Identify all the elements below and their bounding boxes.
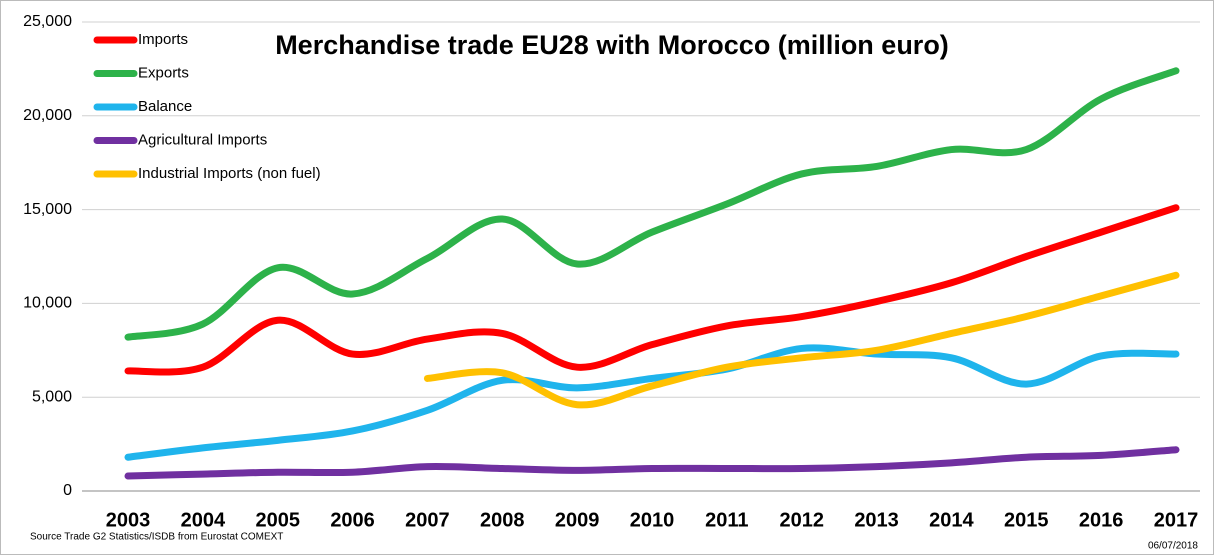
x-tick-label: 2009: [555, 509, 600, 531]
y-tick-label: 20,000: [23, 107, 72, 124]
x-tick-label: 2011: [705, 509, 748, 531]
x-tick-label: 2012: [779, 509, 824, 531]
x-tick-label: 2015: [1004, 509, 1049, 531]
legend-label: Balance: [138, 98, 192, 115]
x-tick-label: 2010: [630, 509, 675, 531]
x-tick-label: 2006: [330, 509, 375, 531]
x-tick-label: 2017: [1154, 509, 1199, 531]
date-note: 06/07/2018: [1148, 541, 1198, 552]
y-tick-label: 10,000: [23, 295, 72, 312]
x-tick-label: 2008: [480, 509, 525, 531]
legend-label: Agricultural Imports: [138, 131, 267, 148]
y-tick-label: 0: [63, 482, 72, 499]
x-tick-label: 2014: [929, 509, 974, 531]
series-line: [124, 344, 1180, 461]
y-tick-label: 15,000: [23, 201, 72, 218]
series-line: [124, 204, 1180, 376]
series-line: [124, 67, 1180, 341]
legend-label: Industrial Imports (non fuel): [138, 165, 321, 182]
x-tick-label: 2007: [405, 509, 450, 531]
y-tick-label: 5,000: [32, 388, 72, 405]
x-tick-label: 2016: [1079, 509, 1124, 531]
series-line: [124, 446, 1180, 480]
x-tick-label: 2003: [106, 509, 151, 531]
x-tick-label: 2013: [854, 509, 899, 531]
source-note: Source Trade G2 Statistics/ISDB from Eur…: [30, 532, 283, 543]
y-tick-label: 25,000: [23, 13, 72, 30]
legend-label: Imports: [138, 31, 188, 48]
x-tick-label: 2005: [255, 509, 300, 531]
legend-label: Exports: [138, 64, 189, 81]
x-tick-label: 2004: [181, 509, 226, 531]
series-line: [423, 271, 1180, 409]
chart-title: Merchandise trade EU28 with Morocco (mil…: [275, 30, 949, 60]
